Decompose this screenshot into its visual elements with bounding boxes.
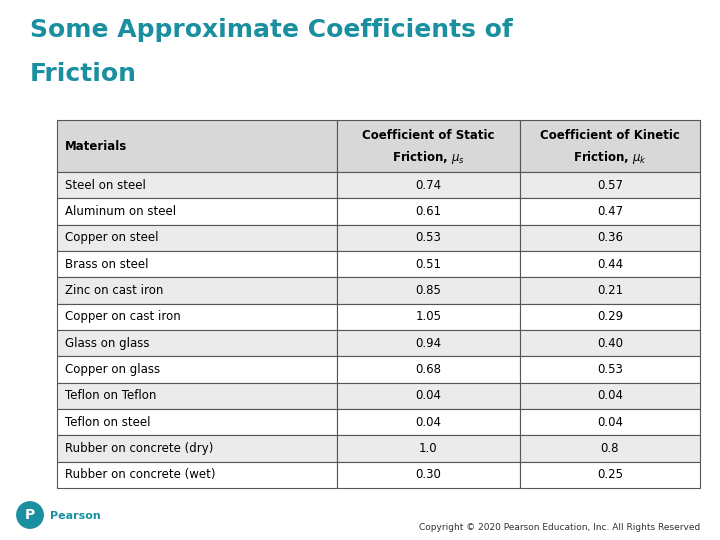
- Text: 0.8: 0.8: [600, 442, 619, 455]
- Text: Friction, $\it{\mu}_s$: Friction, $\it{\mu}_s$: [392, 149, 465, 166]
- Text: Coefficient of Static: Coefficient of Static: [362, 129, 495, 142]
- Text: 1.05: 1.05: [415, 310, 441, 323]
- Text: 0.25: 0.25: [597, 468, 623, 481]
- Text: Some Approximate Coefficients of: Some Approximate Coefficients of: [30, 18, 513, 42]
- Text: 0.30: 0.30: [415, 468, 441, 481]
- Text: Friction: Friction: [30, 62, 137, 86]
- Text: 0.61: 0.61: [415, 205, 441, 218]
- Text: 0.53: 0.53: [415, 231, 441, 244]
- Text: 0.53: 0.53: [597, 363, 623, 376]
- Text: 0.74: 0.74: [415, 179, 441, 192]
- Text: Teflon on steel: Teflon on steel: [65, 416, 150, 429]
- Text: 0.85: 0.85: [415, 284, 441, 297]
- Text: Steel on steel: Steel on steel: [65, 179, 146, 192]
- Text: P: P: [25, 508, 35, 522]
- Text: Aluminum on steel: Aluminum on steel: [65, 205, 176, 218]
- Text: Teflon on Teflon: Teflon on Teflon: [65, 389, 156, 402]
- Text: 0.68: 0.68: [415, 363, 441, 376]
- Text: 0.36: 0.36: [597, 231, 623, 244]
- Text: Copper on glass: Copper on glass: [65, 363, 160, 376]
- Text: Rubber on concrete (wet): Rubber on concrete (wet): [65, 468, 215, 481]
- Text: 0.40: 0.40: [597, 336, 623, 350]
- Text: 0.94: 0.94: [415, 336, 441, 350]
- Text: 0.04: 0.04: [597, 389, 623, 402]
- Text: 0.44: 0.44: [597, 258, 623, 271]
- Circle shape: [17, 502, 43, 528]
- Text: Copper on steel: Copper on steel: [65, 231, 158, 244]
- Text: Glass on glass: Glass on glass: [65, 336, 150, 350]
- Text: 0.29: 0.29: [597, 310, 623, 323]
- Text: 0.04: 0.04: [415, 389, 441, 402]
- Text: Coefficient of Kinetic: Coefficient of Kinetic: [540, 129, 680, 142]
- Text: Copyright © 2020 Pearson Education, Inc. All Rights Reserved: Copyright © 2020 Pearson Education, Inc.…: [419, 523, 700, 532]
- Text: Copper on cast iron: Copper on cast iron: [65, 310, 181, 323]
- Text: 0.04: 0.04: [415, 416, 441, 429]
- Text: Materials: Materials: [65, 139, 127, 152]
- Text: 0.51: 0.51: [415, 258, 441, 271]
- Text: Rubber on concrete (dry): Rubber on concrete (dry): [65, 442, 213, 455]
- Text: Friction, $\it{\mu}_k$: Friction, $\it{\mu}_k$: [573, 149, 647, 166]
- Text: 0.57: 0.57: [597, 179, 623, 192]
- Text: 0.21: 0.21: [597, 284, 623, 297]
- Text: 1.0: 1.0: [419, 442, 438, 455]
- Text: Pearson: Pearson: [50, 511, 101, 521]
- Text: Zinc on cast iron: Zinc on cast iron: [65, 284, 163, 297]
- Text: Brass on steel: Brass on steel: [65, 258, 148, 271]
- Text: 0.04: 0.04: [597, 416, 623, 429]
- Text: 0.47: 0.47: [597, 205, 623, 218]
